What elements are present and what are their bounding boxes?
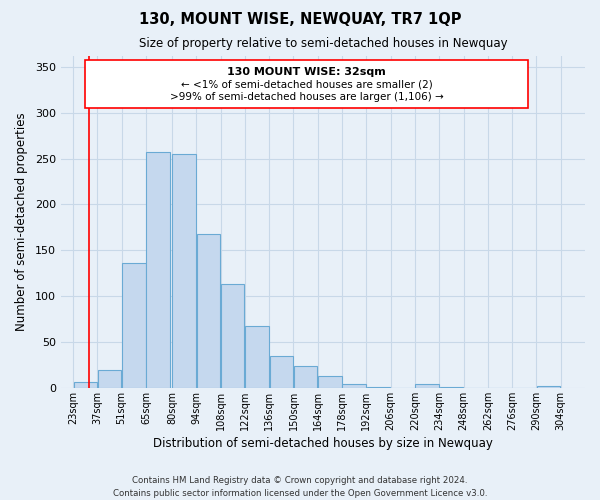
Text: >99% of semi-detached houses are larger (1,106) →: >99% of semi-detached houses are larger … <box>170 92 443 102</box>
Bar <box>172 154 196 388</box>
Text: ← <1% of semi-detached houses are smaller (2): ← <1% of semi-detached houses are smalle… <box>181 80 433 90</box>
Bar <box>221 284 244 388</box>
Y-axis label: Number of semi-detached properties: Number of semi-detached properties <box>15 112 28 331</box>
Bar <box>197 234 220 388</box>
Text: 130, MOUNT WISE, NEWQUAY, TR7 1QP: 130, MOUNT WISE, NEWQUAY, TR7 1QP <box>139 12 461 28</box>
Bar <box>537 386 560 388</box>
Bar <box>440 387 463 388</box>
Bar <box>343 384 366 388</box>
X-axis label: Distribution of semi-detached houses by size in Newquay: Distribution of semi-detached houses by … <box>153 437 493 450</box>
Bar <box>74 382 97 388</box>
Bar <box>98 370 121 388</box>
FancyBboxPatch shape <box>85 60 528 108</box>
Bar <box>294 366 317 388</box>
Text: Contains HM Land Registry data © Crown copyright and database right 2024.
Contai: Contains HM Land Registry data © Crown c… <box>113 476 487 498</box>
Text: 130 MOUNT WISE: 32sqm: 130 MOUNT WISE: 32sqm <box>227 66 386 76</box>
Bar <box>146 152 170 388</box>
Bar <box>318 376 341 388</box>
Bar <box>269 356 293 388</box>
Bar <box>367 387 390 388</box>
Bar <box>415 384 439 388</box>
Bar <box>245 326 269 388</box>
Bar <box>122 263 146 388</box>
Title: Size of property relative to semi-detached houses in Newquay: Size of property relative to semi-detach… <box>139 38 507 51</box>
